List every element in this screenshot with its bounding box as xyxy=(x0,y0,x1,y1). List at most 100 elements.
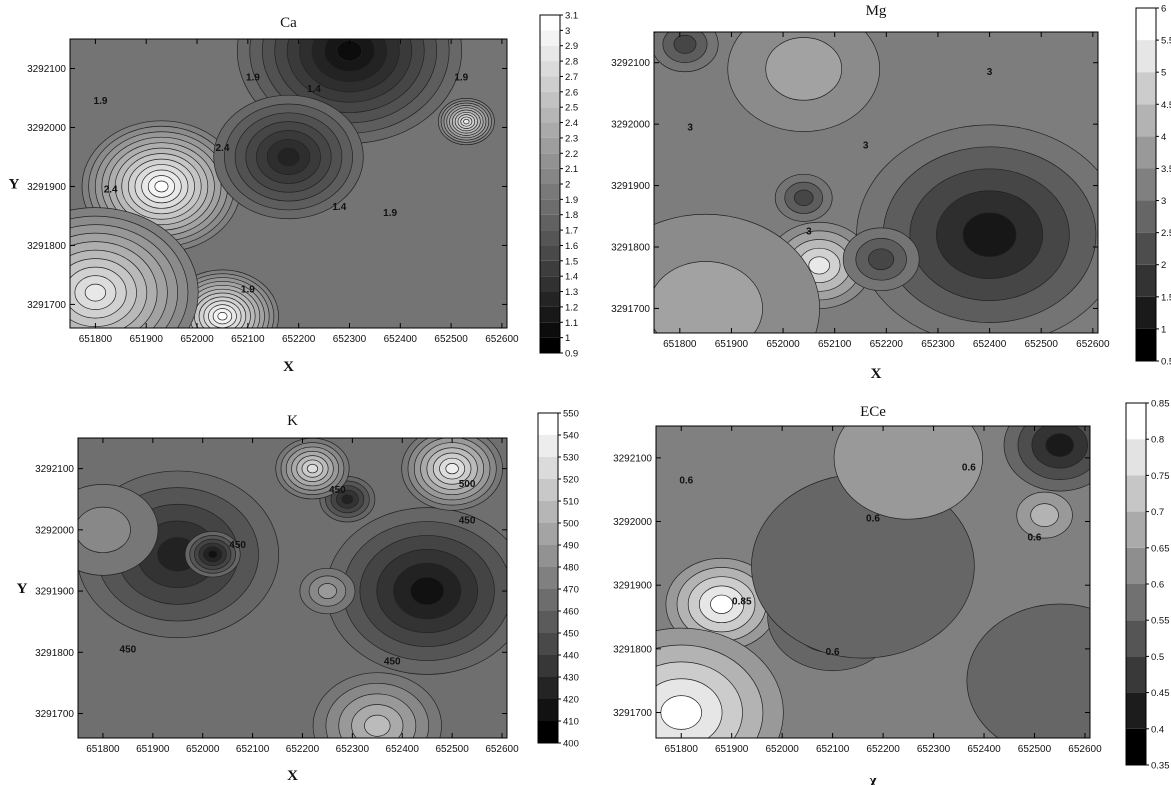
colorbar-label: 1 xyxy=(565,333,570,344)
colorbar-label: 540 xyxy=(563,431,579,442)
x-tick-label: 652600 xyxy=(485,744,519,755)
colorbar-swatch xyxy=(1126,728,1146,765)
colorbar-swatch xyxy=(1136,232,1156,265)
x-tick-label: 651900 xyxy=(715,339,749,350)
colorbar-swatch xyxy=(540,230,560,246)
colorbar-label: 3 xyxy=(1161,196,1166,207)
colorbar-swatch xyxy=(1136,168,1156,201)
x-tick-label: 651900 xyxy=(136,744,170,755)
colorbar-swatch xyxy=(540,45,560,62)
y-tick-label: 3291900 xyxy=(27,182,66,193)
contour-ring xyxy=(277,147,300,167)
contour-ring xyxy=(673,34,697,54)
contour-ring xyxy=(1045,433,1074,457)
x-tick-label: 652000 xyxy=(765,744,799,755)
contour-ring xyxy=(808,256,831,275)
colorbar-swatch xyxy=(538,501,558,523)
x-tick-label: 652500 xyxy=(435,744,469,755)
colorbar-label: 2.9 xyxy=(565,41,578,52)
x-tick-label: 652100 xyxy=(236,744,270,755)
x-tick-label: 652300 xyxy=(336,744,370,755)
colorbar-swatch xyxy=(1136,40,1156,73)
x-tick-label: 652000 xyxy=(180,334,214,345)
contour-label: 450 xyxy=(329,485,346,496)
y-tick-label: 3292000 xyxy=(35,525,74,536)
contour-label: 0.6 xyxy=(1028,533,1042,544)
colorbar-label: 0.5 xyxy=(1151,652,1164,663)
y-tick-label: 3292100 xyxy=(613,453,652,464)
colorbar-label: 1.5 xyxy=(1161,292,1171,303)
colorbar-swatch xyxy=(1136,104,1156,137)
contour-label: 3 xyxy=(806,227,812,238)
contour-ring xyxy=(793,189,814,207)
y-tick-label: 3292100 xyxy=(611,58,650,69)
x-tick-label: 652400 xyxy=(967,744,1001,755)
contour-label: 1.4 xyxy=(332,202,346,213)
colorbar-swatch xyxy=(540,245,560,261)
contour-label: 3 xyxy=(987,67,993,78)
colorbar-label: 0.8 xyxy=(1151,435,1164,446)
x-tick-label: 652000 xyxy=(766,339,800,350)
contour-label: 1.9 xyxy=(383,208,397,219)
y-tick-label: 3292000 xyxy=(611,120,650,131)
x-tick-label: 652100 xyxy=(818,339,852,350)
contour-label: 0.85 xyxy=(732,596,752,607)
x-tick-label: 651900 xyxy=(130,334,164,345)
colorbar-label: 1 xyxy=(1161,324,1166,335)
colorbar-swatch xyxy=(540,337,560,353)
colorbar-label: 480 xyxy=(563,563,579,574)
colorbar-label: 530 xyxy=(563,453,579,464)
y-tick-label: 3292100 xyxy=(27,64,66,75)
colorbar-label: 2.8 xyxy=(565,57,578,68)
plot-frame xyxy=(69,38,508,329)
colorbar-swatch xyxy=(538,523,558,545)
contour-ring xyxy=(868,248,895,271)
x-tick-label: 652300 xyxy=(921,339,955,350)
contour-field xyxy=(78,438,507,738)
colorbar-swatch xyxy=(540,184,560,200)
y-tick-label: 3291900 xyxy=(35,587,74,598)
y-tick-label: 3291700 xyxy=(611,304,650,315)
plot-frame xyxy=(653,31,1099,334)
colorbar-swatch xyxy=(1126,656,1146,693)
colorbar-label: 450 xyxy=(563,629,579,640)
y-tick-label: 3292000 xyxy=(613,517,652,528)
colorbar-swatch xyxy=(538,655,558,677)
y-tick-label: 3291800 xyxy=(611,243,650,254)
colorbar-label: 410 xyxy=(563,717,579,728)
colorbar-label: 0.5 xyxy=(1161,357,1171,368)
colorbar-swatch xyxy=(1126,620,1146,657)
x-tick-label: 652200 xyxy=(870,339,904,350)
contour-ring xyxy=(217,311,228,321)
colorbar-swatch xyxy=(540,168,560,184)
x-axis-label: X xyxy=(287,768,298,784)
colorbar-label: 2.4 xyxy=(565,118,578,129)
colorbar-swatch xyxy=(1126,475,1146,512)
colorbar-label: 510 xyxy=(563,497,579,508)
contour-label: 450 xyxy=(459,516,476,527)
contour-field xyxy=(70,39,507,328)
x-tick-label: 652200 xyxy=(282,334,316,345)
colorbar-swatch xyxy=(540,276,560,292)
colorbar-swatch xyxy=(538,479,558,501)
colorbar-swatch xyxy=(540,306,560,323)
colorbar-swatch xyxy=(540,137,560,154)
x-axis-label: X xyxy=(283,359,294,375)
colorbar-swatch xyxy=(538,457,558,479)
colorbar-label: 1.7 xyxy=(565,226,578,237)
x-axis-label: X xyxy=(871,366,882,382)
colorbar-label: 5 xyxy=(1161,68,1166,79)
panel-title: Ca xyxy=(280,15,297,31)
colorbar-label: 0.4 xyxy=(1151,724,1164,735)
x-tick-label: 652300 xyxy=(333,334,367,345)
colorbar: 0.35 0.4 0.45 0.5 0.55 0.6 0.65 0.7 0.75 0.8 0.85 xyxy=(1125,399,1170,772)
contour-label: 450 xyxy=(384,657,401,668)
colorbar-swatch xyxy=(540,107,560,123)
colorbar-swatch xyxy=(540,15,560,31)
colorbar-swatch xyxy=(538,677,558,699)
colorbar-swatch xyxy=(1126,584,1146,621)
colorbar-swatch xyxy=(538,567,558,589)
colorbar-swatch xyxy=(538,413,558,435)
colorbar-label: 2.7 xyxy=(565,72,578,83)
colorbar-label: 0.6 xyxy=(1151,580,1164,591)
